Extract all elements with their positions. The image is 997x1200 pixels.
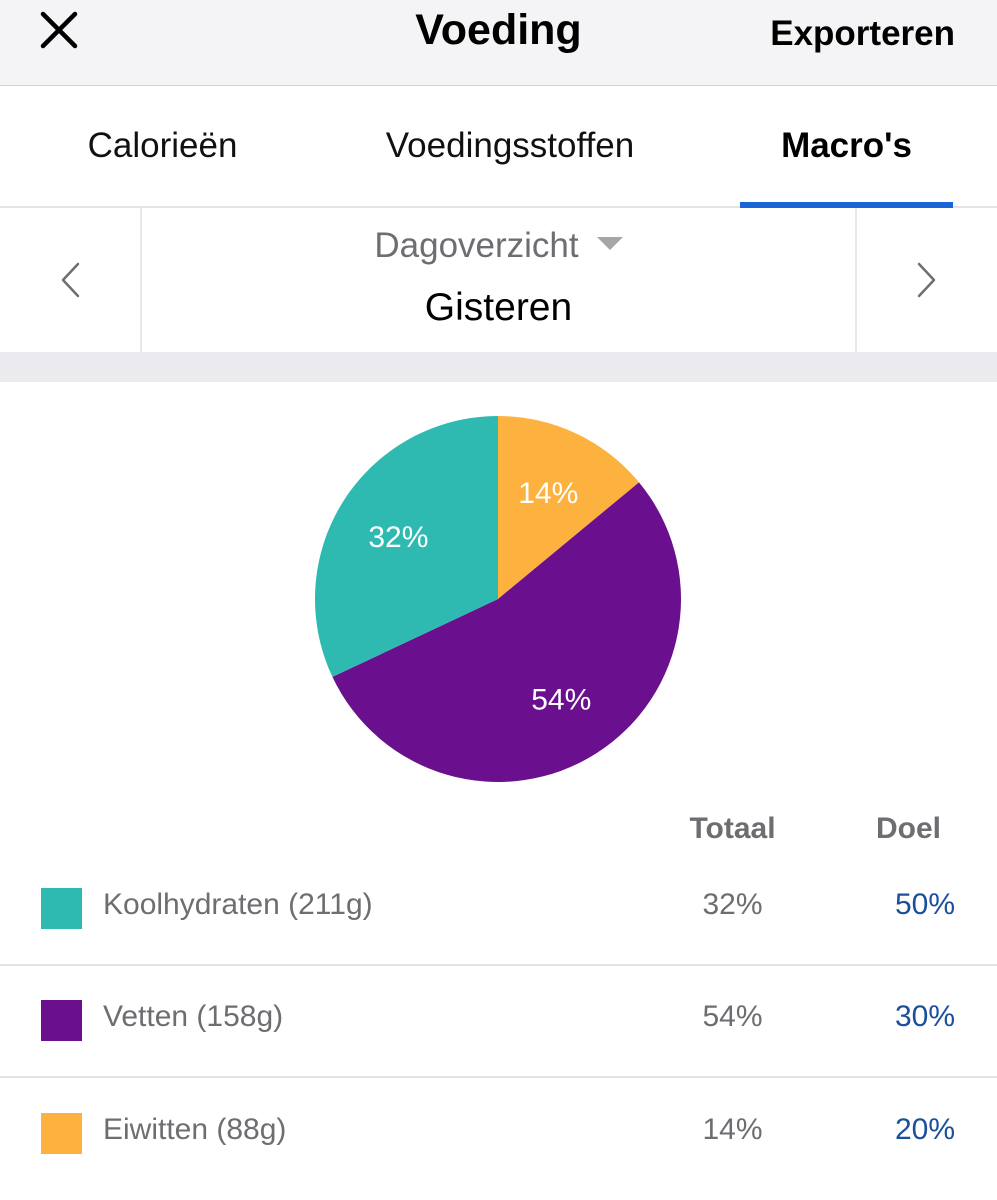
section-separator [0, 352, 997, 382]
row-divider [0, 964, 997, 966]
macro-row-carbs: Koolhydraten (211g) 32% 50% [0, 852, 997, 964]
close-icon [40, 11, 78, 49]
macro-total: 54% [702, 1000, 763, 1033]
caret-down-icon [596, 237, 623, 251]
chevron-left-icon [61, 262, 80, 298]
period-date: Gisteren [424, 286, 573, 329]
next-period-button[interactable] [855, 208, 997, 352]
carbs-color-swatch [41, 888, 82, 929]
active-tab-indicator [740, 202, 953, 208]
pie-label-vetten: 54% [531, 684, 591, 717]
macro-row-protein: Eiwitten (88g) 14% 20% [0, 1077, 997, 1189]
pie-slice-koolhydraten [315, 416, 498, 677]
column-header-goal: Doel [875, 812, 941, 845]
macro-pie-chart: 14% 54% 32% [0, 382, 997, 802]
tab-bar: Calorieën Voedingsstoffen Macro's [0, 86, 997, 208]
pie-slice-vetten [332, 482, 681, 783]
tab-nutrients[interactable]: Voedingsstoffen [385, 126, 635, 165]
nav-bar: Voeding Exporteren [0, 0, 997, 86]
protein-color-swatch [41, 1113, 82, 1154]
tab-macros[interactable]: Macro's [781, 126, 912, 165]
macro-name: Koolhydraten (211g) [103, 888, 373, 921]
period-navigator: Dagoverzicht Gisteren [0, 208, 997, 352]
page-title: Voeding [415, 6, 582, 54]
pie-chart-svg: 14% 54% 32% [315, 416, 681, 783]
period-dropdown-label: Dagoverzicht [374, 226, 579, 265]
macro-goal[interactable]: 50% [894, 888, 955, 921]
macro-row-fat: Vetten (158g) 54% 30% [0, 964, 997, 1076]
export-button[interactable]: Exporteren [770, 14, 955, 53]
chevron-right-icon [917, 262, 936, 298]
column-header-total: Totaal [689, 812, 776, 845]
pie-label-eiwitten: 14% [518, 477, 578, 510]
macro-total: 14% [702, 1113, 763, 1146]
previous-period-button[interactable] [0, 208, 142, 352]
row-divider [0, 1076, 997, 1078]
pie-slice-eiwitten [498, 416, 640, 599]
macro-name: Eiwitten (88g) [103, 1113, 287, 1146]
period-dropdown[interactable]: Dagoverzicht [142, 226, 855, 266]
tab-calories[interactable]: Calorieën [87, 126, 238, 165]
pie-label-koolhydraten: 32% [368, 521, 428, 554]
close-button[interactable] [30, 5, 88, 55]
macro-total: 32% [702, 888, 763, 921]
fat-color-swatch [41, 1000, 82, 1041]
macro-goal[interactable]: 30% [894, 1000, 955, 1033]
macro-goal[interactable]: 20% [894, 1113, 955, 1146]
period-display: Dagoverzicht Gisteren [142, 208, 855, 352]
macro-name: Vetten (158g) [103, 1000, 284, 1033]
